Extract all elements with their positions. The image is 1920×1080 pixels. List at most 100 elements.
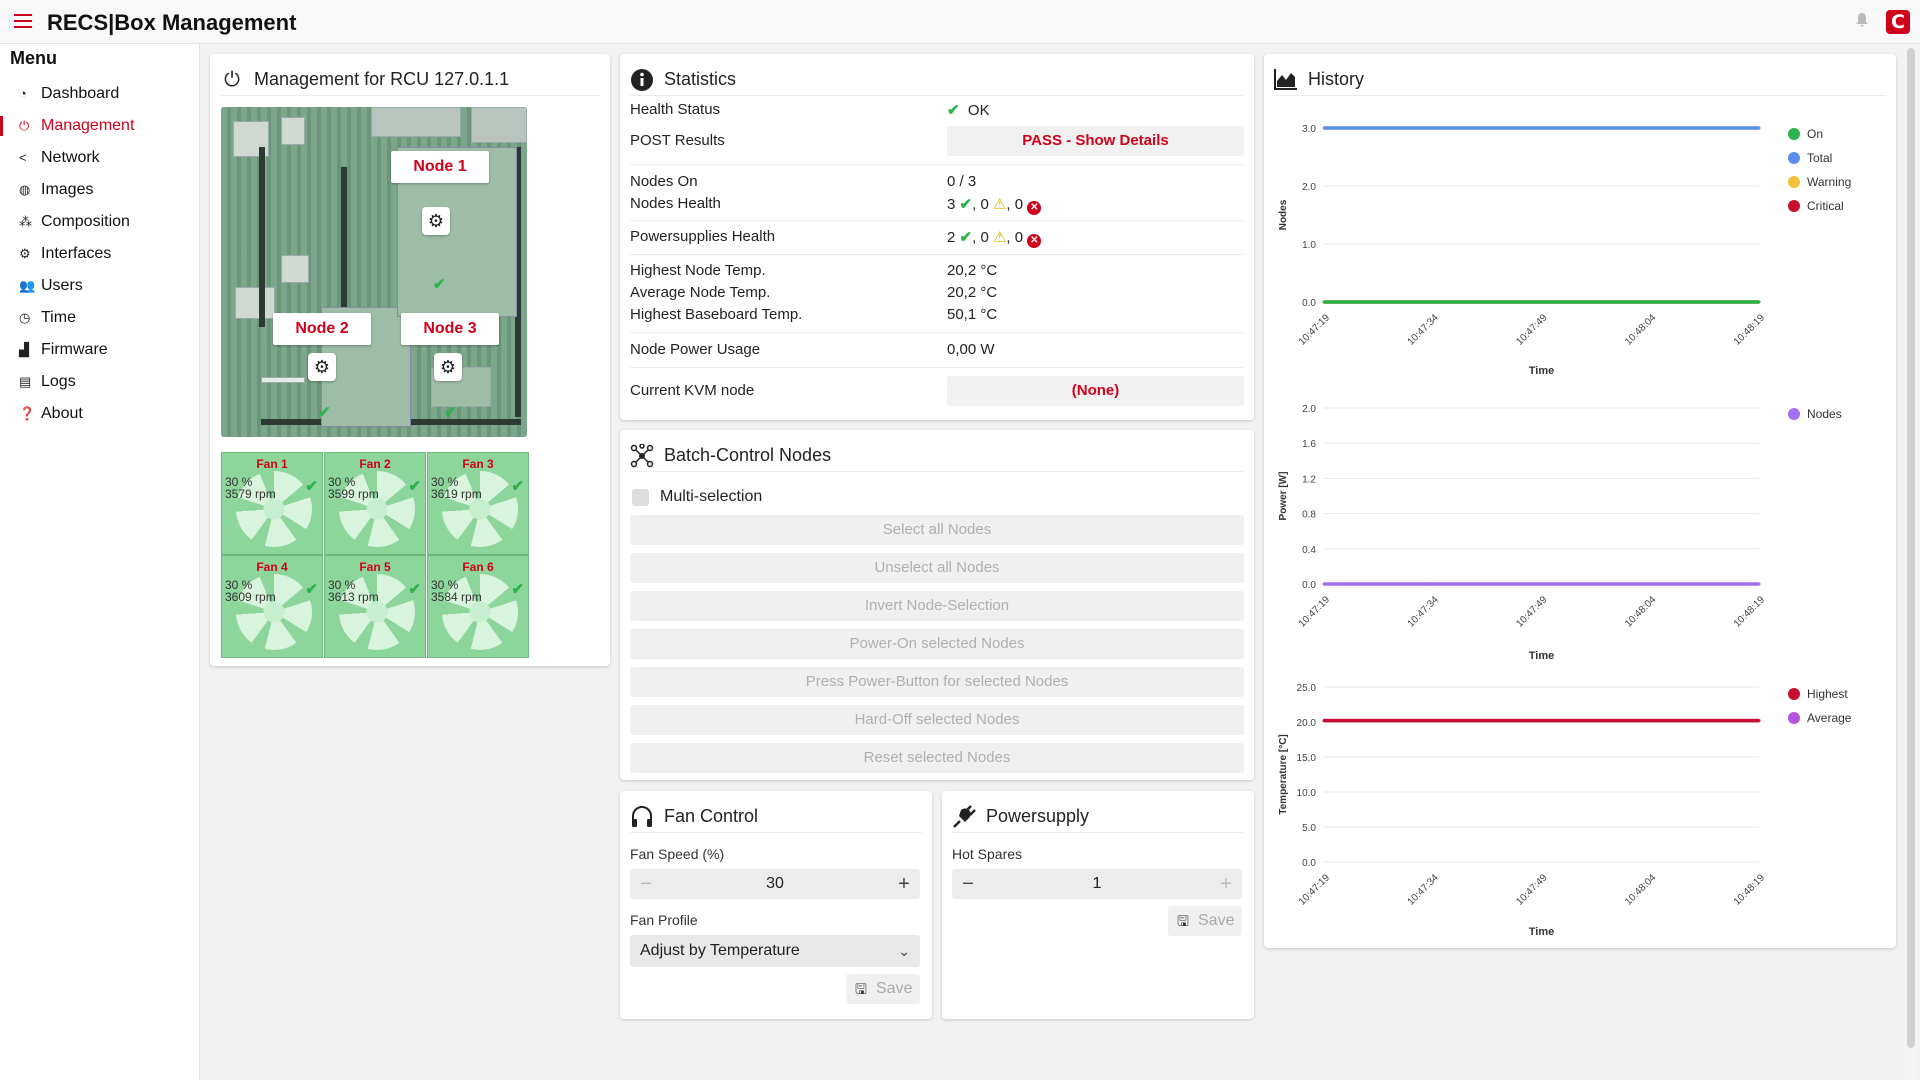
node-2-label[interactable]: Node 2 — [273, 313, 371, 345]
sidebar-item-label: Users — [41, 277, 83, 294]
check-icon: ✔ — [511, 478, 524, 495]
invert-selection-button[interactable]: Invert Node-Selection — [630, 591, 1244, 621]
check-icon: ✔ — [959, 196, 973, 213]
dashboard-icon: ◔ — [19, 86, 27, 101]
avg-node-temp-value: 20,2 °C — [947, 284, 998, 301]
legend-marker — [1788, 688, 1800, 700]
users-icon: 👥 — [19, 278, 36, 293]
sidebar-item-management[interactable]: ⏻ Management — [0, 110, 199, 142]
x-axis-label: Time — [1529, 650, 1554, 662]
fan-profile-select[interactable]: Adjust by Temperature ⌄ — [630, 935, 920, 967]
x-tick-label: 10:47:19 — [1297, 872, 1333, 908]
legend-marker — [1788, 712, 1800, 724]
management-card: ⏻ Management for RCU 127.0.1.1 Node 1 ⚙ … — [210, 54, 610, 666]
x-tick-label: 10:47:34 — [1406, 872, 1442, 908]
sidebar-item-label: Logs — [41, 373, 76, 390]
hamburger-menu-icon[interactable] — [14, 14, 32, 28]
hot-spares-stepper[interactable]: − 1 + — [952, 869, 1242, 899]
fan-control-header: Fan Control — [630, 799, 922, 833]
legend-marker — [1788, 176, 1800, 188]
y-tick-label: 0.8 — [1302, 510, 1316, 521]
sidebar-item-composition[interactable]: ⁂ Composition — [0, 206, 199, 238]
sidebar-item-interfaces[interactable]: ⚙ Interfaces — [0, 238, 199, 270]
composition-icon: ⁂ — [19, 214, 32, 229]
x-tick-label: 10:48:04 — [1623, 594, 1659, 630]
y-axis-label: Power [W] — [1278, 472, 1289, 521]
multi-selection-checkbox[interactable] — [632, 489, 649, 506]
sidebar-item-firmware[interactable]: ▟ Firmware — [0, 334, 199, 366]
select-all-nodes-button[interactable]: Select all Nodes — [630, 515, 1244, 545]
fan-tile: Fan 1 30 % 3579 rpm ✔ — [221, 452, 323, 555]
hard-off-button[interactable]: Hard-Off selected Nodes — [630, 705, 1244, 735]
psu-save-button[interactable]: 🖫 Save — [1168, 906, 1243, 936]
fan-tile: Fan 3 30 % 3619 rpm ✔ — [427, 452, 529, 555]
y-tick-label: 1.0 — [1302, 240, 1316, 251]
x-tick-label: 10:47:49 — [1514, 312, 1550, 348]
post-results-button[interactable]: PASS - Show Details — [947, 126, 1244, 156]
power-icon: ⏻ — [224, 69, 240, 91]
fan-save-button[interactable]: 🖫 Save — [846, 974, 921, 1004]
data-point-on — [1431, 300, 1435, 304]
critical-icon: ✕ — [1027, 201, 1042, 215]
sidebar-item-time[interactable]: ◷ Time — [0, 302, 199, 334]
node-1-check-icon: ✔ — [433, 276, 446, 293]
powersupply-header: Powersupply — [952, 799, 1244, 833]
hot-spares-value[interactable]: 1 — [1092, 875, 1102, 892]
clock-icon: ◷ — [19, 310, 31, 325]
check-icon: ✔ — [408, 478, 421, 495]
avg-node-temp-label: Average Node Temp. — [630, 284, 771, 301]
legend-marker — [1788, 128, 1800, 140]
nodes-on-label: Nodes On — [630, 173, 698, 190]
fan-tile: Fan 4 30 % 3609 rpm ✔ — [221, 555, 323, 658]
fan-icon — [339, 471, 415, 547]
sidebar-item-about[interactable]: ❓ About — [0, 398, 199, 430]
warning-icon: ⚠ — [992, 229, 1007, 246]
data-point-on — [1757, 300, 1761, 304]
sidebar-item-images[interactable]: ◍ Images — [0, 174, 199, 206]
node-1-label[interactable]: Node 1 — [391, 151, 489, 183]
sidebar-item-users[interactable]: 👥 Users — [0, 270, 199, 302]
cogs-icon: ⚙ — [19, 246, 31, 261]
bell-icon[interactable] — [1855, 12, 1871, 30]
power-on-button[interactable]: Power-On selected Nodes — [630, 629, 1244, 659]
fan-icon — [442, 471, 518, 547]
kvm-node-button[interactable]: (None) — [947, 376, 1244, 406]
data-point-highest — [1757, 719, 1761, 723]
fan-speed-stepper[interactable]: − 30 + — [630, 869, 920, 899]
y-tick-label: 3.0 — [1302, 124, 1316, 135]
legend-label: Nodes — [1807, 407, 1842, 421]
y-tick-label: 15.0 — [1297, 753, 1317, 764]
sidebar-item-label: Interfaces — [41, 245, 112, 262]
node-3-label[interactable]: Node 3 — [401, 313, 499, 345]
reset-nodes-button[interactable]: Reset selected Nodes — [630, 743, 1244, 773]
legend-label: Warning — [1807, 175, 1851, 189]
sidebar-item-dashboard[interactable]: ◔ Dashboard — [0, 78, 199, 110]
data-point-nodes — [1648, 582, 1652, 586]
node-2-gear-icon[interactable]: ⚙ — [308, 353, 336, 381]
page-scrollbar[interactable] — [1904, 44, 1918, 1080]
power-usage-value: 0,00 W — [947, 341, 995, 358]
node-3-gear-icon[interactable]: ⚙ — [434, 353, 462, 381]
hot-spares-label: Hot Spares — [952, 846, 1023, 862]
x-tick-label: 10:47:34 — [1406, 312, 1442, 348]
y-tick-label: 10.0 — [1297, 788, 1317, 799]
legend-label: Average — [1807, 711, 1852, 725]
data-point-nodes — [1322, 582, 1326, 586]
legend-label: Critical — [1807, 199, 1844, 213]
plus-icon[interactable]: + — [898, 873, 910, 895]
legend-marker — [1788, 152, 1800, 164]
data-point-total — [1648, 126, 1652, 130]
minus-icon[interactable]: − — [640, 873, 652, 895]
minus-icon[interactable]: − — [962, 873, 974, 895]
plus-icon[interactable]: + — [1220, 873, 1232, 895]
sidebar-item-network[interactable]: < Network — [0, 142, 199, 174]
highest-baseboard-temp-value: 50,1 °C — [947, 306, 998, 323]
node-1-gear-icon[interactable]: ⚙ — [422, 207, 450, 235]
x-tick-label: 10:47:49 — [1514, 872, 1550, 908]
sidebar-item-logs[interactable]: ▤ Logs — [0, 366, 199, 398]
fan-speed-value[interactable]: 30 — [766, 875, 784, 892]
legend-marker — [1788, 408, 1800, 420]
y-axis-label: Nodes — [1278, 199, 1289, 230]
unselect-all-nodes-button[interactable]: Unselect all Nodes — [630, 553, 1244, 583]
press-power-button[interactable]: Press Power-Button for selected Nodes — [630, 667, 1244, 697]
